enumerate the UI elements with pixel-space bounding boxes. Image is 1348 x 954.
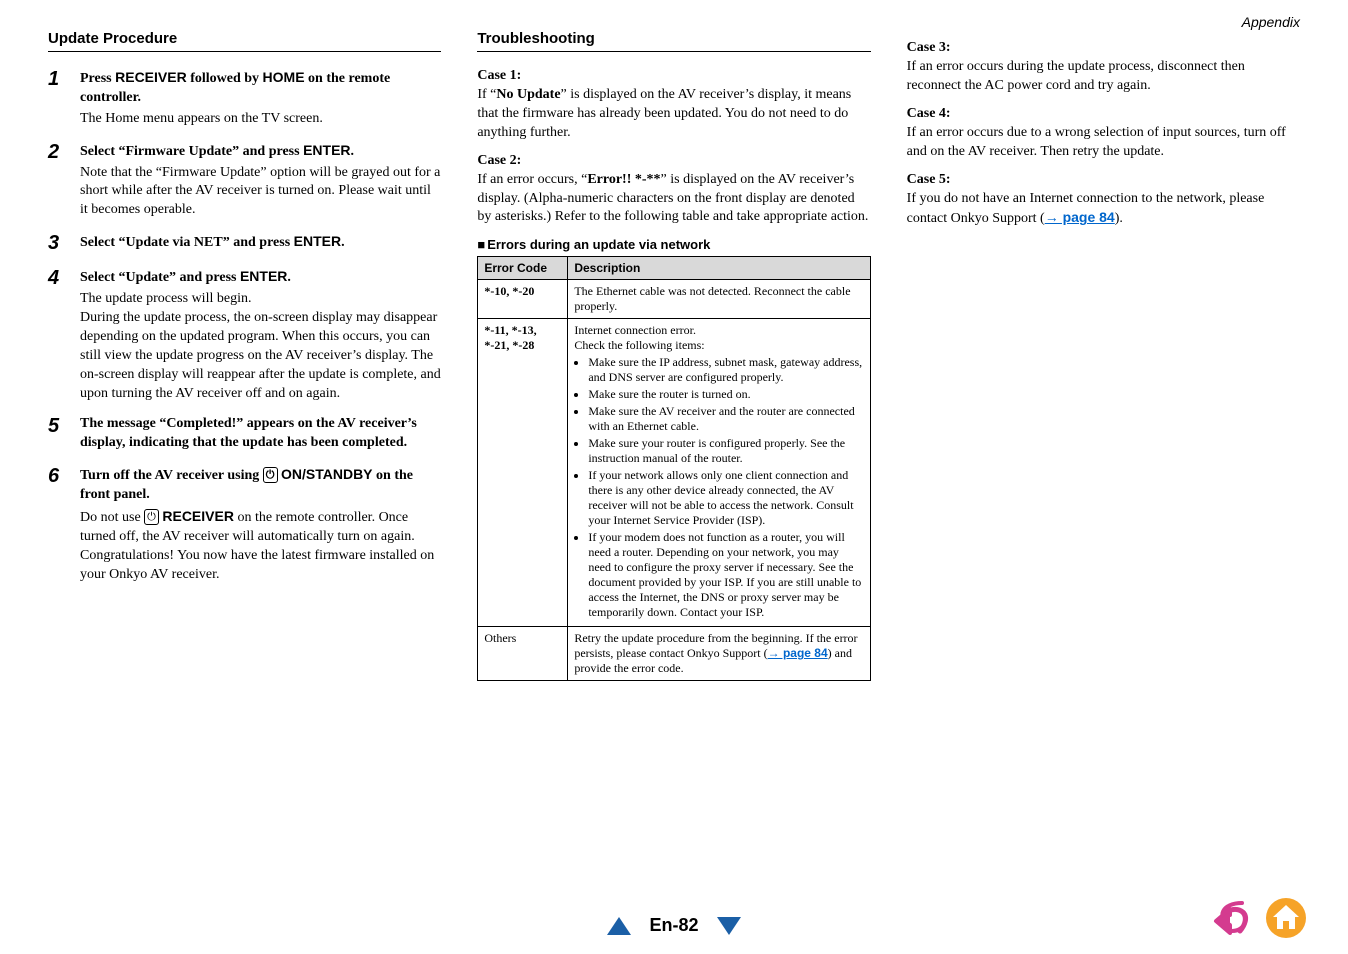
step-title-part: ENTER: [240, 268, 287, 284]
step-title-part: .: [287, 270, 291, 285]
step-title-part: ENTER: [303, 142, 350, 158]
troubleshooting-heading: Troubleshooting: [477, 30, 870, 52]
error-code-cell: Others: [478, 627, 568, 681]
case2-bold: Error!! *-**: [587, 172, 660, 187]
step-title-part: .: [351, 144, 355, 159]
step-title-part: Select “Update via NET” and press: [80, 235, 294, 250]
step-number: 4: [48, 267, 66, 403]
home-icon[interactable]: [1264, 896, 1308, 940]
error-desc-cell: The Ethernet cable was not detected. Rec…: [568, 280, 870, 319]
page-down-icon[interactable]: [717, 917, 741, 935]
case2-title: Case 2:: [477, 153, 870, 169]
page-number: En-82: [649, 915, 698, 936]
case5-title: Case 5:: [907, 172, 1300, 188]
step-body: Turn off the AV receiver using ⏻ ON/STAN…: [80, 465, 441, 584]
nav-icons: [1212, 896, 1308, 940]
list-item: If your modem does not function as a rou…: [588, 530, 863, 620]
step-5: 5 The message “Completed!” appears on the…: [48, 415, 441, 453]
error-code-cell: *-11, *-13, *-21, *-28: [478, 319, 568, 627]
case1-text: If “No Update” is displayed on the AV re…: [477, 86, 870, 143]
errors-subheading-text: Errors during an update via network: [487, 237, 710, 252]
step-title: Turn off the AV receiver using ⏻ ON/STAN…: [80, 465, 441, 505]
case3-text: If an error occurs during the update pro…: [907, 58, 1300, 96]
error-desc-cell: Internet connection error.Check the foll…: [568, 319, 870, 627]
case1-title: Case 1:: [477, 68, 870, 84]
page-footer: En-82: [0, 915, 1348, 936]
table-header-code: Error Code: [478, 257, 568, 280]
step-title-part: ON/STANDBY: [281, 466, 373, 482]
step-2: 2 Select “Firmware Update” and press ENTE…: [48, 141, 441, 221]
right-column: Case 3: If an error occurs during the up…: [907, 30, 1300, 681]
table-row: OthersRetry the update procedure from th…: [478, 627, 870, 681]
case4-text: If an error occurs due to a wrong select…: [907, 124, 1300, 162]
step-title-part: Select “Firmware Update” and press: [80, 144, 303, 159]
step-title-part: Select “Update” and press: [80, 270, 240, 285]
case5-text-after: ).: [1115, 211, 1123, 226]
list-item: If your network allows only one client c…: [588, 468, 863, 528]
step-number: 6: [48, 465, 66, 584]
error-bullet-list: Make sure the IP address, subnet mask, g…: [588, 355, 863, 620]
step-title-part: ⏻: [263, 467, 278, 483]
list-item: Make sure the IP address, subnet mask, g…: [588, 355, 863, 385]
list-item: Make sure the router is turned on.: [588, 387, 863, 402]
step-3: 3 Select “Update via NET” and press ENTER…: [48, 232, 441, 255]
step-body: Select “Firmware Update” and press ENTER…: [80, 141, 441, 221]
step-title-part: Turn off the AV receiver using: [80, 468, 263, 483]
step-text: The Home menu appears on the TV screen.: [80, 110, 441, 129]
square-bullet-icon: ■: [477, 237, 485, 252]
case1-bold: No Update: [496, 87, 560, 102]
update-procedure-heading: Update Procedure: [48, 30, 441, 52]
left-column: Update Procedure 1 Press RECEIVER followe…: [48, 30, 441, 681]
step-title-part: The message “Completed!” appears on the …: [80, 416, 417, 450]
case2-text: If an error occurs, “Error!! *-**” is di…: [477, 171, 870, 228]
support-link[interactable]: → page 84: [768, 646, 828, 660]
step-text: Do not use ⏻ RECEIVER on the remote cont…: [80, 507, 441, 585]
step-title-part: HOME: [263, 69, 305, 85]
step-6: 6 Turn off the AV receiver using ⏻ ON/STA…: [48, 465, 441, 584]
case4-title: Case 4:: [907, 106, 1300, 122]
step-title: Select “Update via NET” and press ENTER.: [80, 232, 441, 253]
step-4: 4Select “Update” and press ENTER.The upd…: [48, 267, 441, 403]
step-text: The update process will begin.During the…: [80, 290, 441, 403]
step-number: 5: [48, 415, 66, 453]
error-table: Error Code Description *-10, *-20The Eth…: [477, 256, 870, 681]
step-body: Select “Update” and press ENTER.The upda…: [80, 267, 441, 403]
step-title-part: ENTER: [294, 233, 341, 249]
page-up-icon[interactable]: [607, 917, 631, 935]
step-number: 1: [48, 68, 66, 129]
middle-column: Troubleshooting Case 1: If “No Update” i…: [477, 30, 870, 681]
error-code-cell: *-10, *-20: [478, 280, 568, 319]
main-columns: Update Procedure 1 Press RECEIVER followe…: [48, 30, 1300, 681]
back-icon[interactable]: [1212, 897, 1254, 939]
step-title: Select “Update” and press ENTER.: [80, 267, 441, 288]
error-desc-cell: Retry the update procedure from the begi…: [568, 627, 870, 681]
list-item: Make sure the AV receiver and the router…: [588, 404, 863, 434]
errors-subheading: ■Errors during an update via network: [477, 237, 870, 252]
step-body: Select “Update via NET” and press ENTER.: [80, 232, 441, 255]
step-text: Note that the “Firmware Update” option w…: [80, 164, 441, 221]
table-header-desc: Description: [568, 257, 870, 280]
case3-title: Case 3:: [907, 40, 1300, 56]
table-row: *-10, *-20The Ethernet cable was not det…: [478, 280, 870, 319]
step-title-part: RECEIVER: [115, 69, 187, 85]
step-number: 2: [48, 141, 66, 221]
step-body: The message “Completed!” appears on the …: [80, 415, 441, 453]
step-title: Press RECEIVER followed by HOME on the r…: [80, 68, 441, 108]
step-title-part: .: [341, 235, 345, 250]
table-row: *-11, *-13, *-21, *-28Internet connectio…: [478, 319, 870, 627]
step-title-part: Press: [80, 71, 115, 86]
step-title: The message “Completed!” appears on the …: [80, 415, 441, 453]
step-number: 3: [48, 232, 66, 255]
list-item: Make sure your router is configured prop…: [588, 436, 863, 466]
case5-text: If you do not have an Internet connectio…: [907, 190, 1300, 230]
step-title-part: followed by: [187, 71, 263, 86]
step-title: Select “Firmware Update” and press ENTER…: [80, 141, 441, 162]
step-body: Press RECEIVER followed by HOME on the r…: [80, 68, 441, 129]
case5-link[interactable]: → page 84: [1045, 209, 1115, 225]
step-1: 1 Press RECEIVER followed by HOME on the …: [48, 68, 441, 129]
appendix-label: Appendix: [1242, 14, 1300, 30]
